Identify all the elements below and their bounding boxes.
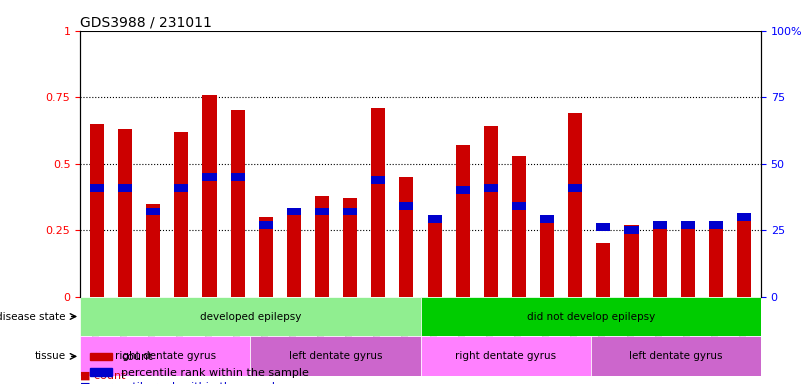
Bar [392, 31, 421, 296]
Bar [562, 31, 590, 296]
Bar [597, 223, 610, 232]
Text: developed epilepsy: developed epilepsy [199, 311, 301, 321]
Bar [653, 225, 666, 296]
Bar [568, 113, 582, 296]
Text: ■ count: ■ count [80, 370, 126, 380]
Bar [597, 243, 610, 296]
Text: right dentate gyrus: right dentate gyrus [455, 351, 556, 361]
Bar [259, 217, 273, 296]
Bar [175, 132, 188, 296]
Bar [259, 221, 273, 229]
Text: ■ percentile rank within the sample: ■ percentile rank within the sample [80, 382, 282, 384]
Bar [709, 221, 723, 229]
Bar [231, 111, 244, 296]
FancyBboxPatch shape [421, 296, 761, 336]
Bar [702, 31, 730, 296]
Text: left dentate gyrus: left dentate gyrus [629, 351, 723, 361]
FancyBboxPatch shape [250, 336, 421, 376]
FancyBboxPatch shape [590, 336, 761, 376]
Bar [540, 215, 554, 223]
Bar [118, 129, 132, 296]
Bar [568, 184, 582, 192]
Bar [477, 31, 505, 296]
Bar [167, 31, 195, 296]
Bar [147, 207, 160, 215]
Bar [618, 31, 646, 296]
Bar [203, 173, 216, 181]
Bar [428, 215, 441, 223]
Bar [512, 156, 526, 296]
Bar [625, 225, 638, 296]
Bar [90, 124, 104, 296]
Bar [730, 31, 758, 296]
Bar [90, 184, 104, 192]
FancyBboxPatch shape [421, 336, 590, 376]
Bar [308, 31, 336, 296]
Legend: count, percentile rank within the sample: count, percentile rank within the sample [86, 348, 313, 382]
Bar [139, 31, 167, 296]
Bar [372, 108, 385, 296]
Text: tissue: tissue [34, 351, 66, 361]
Bar [83, 31, 111, 296]
Bar [280, 31, 308, 296]
Bar [428, 220, 441, 296]
Bar [400, 202, 413, 210]
Text: did not develop epilepsy: did not develop epilepsy [526, 311, 655, 321]
Bar [737, 217, 751, 296]
Bar [456, 145, 469, 296]
Bar [646, 31, 674, 296]
Bar [533, 31, 562, 296]
Bar [175, 184, 188, 192]
Bar [540, 220, 554, 296]
Bar [118, 184, 132, 192]
Bar [512, 202, 526, 210]
Bar [252, 31, 280, 296]
Bar [421, 31, 449, 296]
Bar [590, 31, 618, 296]
Bar [674, 31, 702, 296]
Bar [223, 31, 252, 296]
Bar [505, 31, 533, 296]
Bar [681, 221, 694, 229]
Bar [484, 184, 498, 192]
Bar [147, 204, 160, 296]
Bar [709, 225, 723, 296]
Bar [625, 226, 638, 234]
Bar [681, 225, 694, 296]
Bar [456, 186, 469, 194]
Bar [111, 31, 139, 296]
Bar [400, 177, 413, 296]
Bar [315, 195, 329, 296]
Bar [287, 209, 301, 296]
Bar [653, 221, 666, 229]
Bar [231, 173, 244, 181]
FancyBboxPatch shape [80, 336, 250, 376]
Bar [336, 31, 364, 296]
Bar [195, 31, 223, 296]
Text: disease state: disease state [0, 311, 66, 321]
Text: left dentate gyrus: left dentate gyrus [288, 351, 382, 361]
Text: right dentate gyrus: right dentate gyrus [115, 351, 215, 361]
Bar [203, 94, 216, 296]
FancyBboxPatch shape [80, 296, 421, 336]
Bar [449, 31, 477, 296]
Bar [343, 207, 357, 215]
Text: GDS3988 / 231011: GDS3988 / 231011 [80, 16, 212, 30]
Bar [372, 175, 385, 184]
Bar [364, 31, 392, 296]
Bar [484, 126, 498, 296]
Bar [343, 198, 357, 296]
Bar [737, 213, 751, 221]
Bar [287, 207, 301, 215]
Bar [315, 207, 329, 215]
